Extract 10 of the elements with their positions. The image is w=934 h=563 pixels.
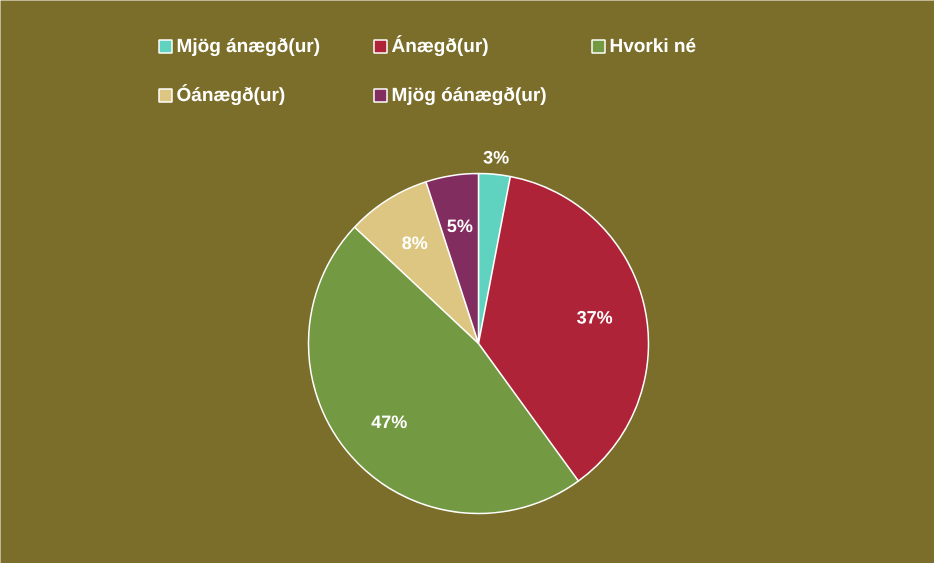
legend-label: Mjög ánægð(ur) (176, 36, 320, 57)
legend-label: Ánægð(ur) (392, 35, 489, 57)
data-label: 3% (483, 147, 510, 168)
data-label: 8% (402, 233, 428, 254)
data-label: 37% (576, 308, 613, 328)
legend-label: Hvorki né (610, 36, 696, 57)
legend-label: Mjög óánægð(ur) (392, 85, 547, 106)
data-label: 5% (446, 216, 473, 236)
legend-label: Óánægð(ur) (176, 84, 286, 106)
data-label: 47% (371, 412, 408, 432)
